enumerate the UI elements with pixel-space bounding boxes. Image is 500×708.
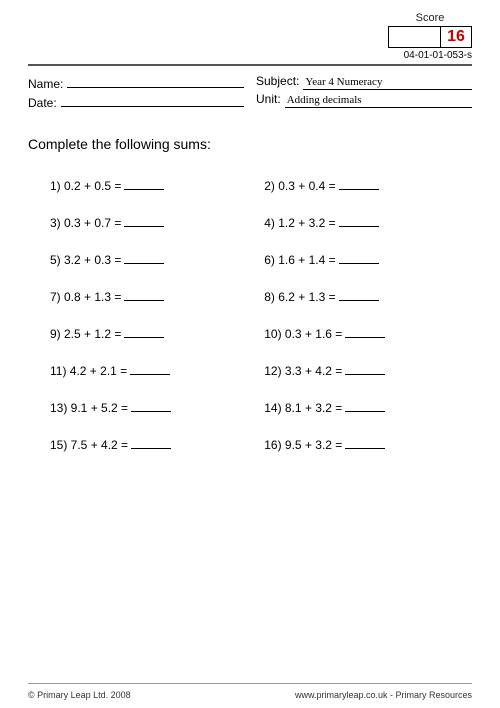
problem-item: 1) 0.2 + 0.5 = — [50, 178, 248, 193]
problem-row: 1) 0.2 + 0.5 = 2) 0.3 + 0.4 = — [50, 178, 462, 193]
subject-label: Subject: — [256, 74, 299, 88]
problem-text: 8) 6.2 + 1.3 = — [264, 290, 335, 304]
name-label: Name: — [28, 77, 63, 91]
subject-field: Subject: Year 4 Numeracy — [256, 74, 472, 90]
problem-text: 16) 9.5 + 3.2 = — [264, 438, 342, 452]
footer: © Primary Leap Ltd. 2008 www.primaryleap… — [28, 690, 472, 700]
problem-text: 14) 8.1 + 3.2 = — [264, 401, 342, 415]
problem-text: 9) 2.5 + 1.2 = — [50, 327, 121, 341]
footer-copyright: © Primary Leap Ltd. 2008 — [28, 690, 131, 700]
problem-item: 15) 7.5 + 4.2 = — [50, 437, 248, 452]
unit-value: Adding decimals — [285, 94, 472, 108]
problem-text: 2) 0.3 + 0.4 = — [264, 179, 335, 193]
problem-item: 13) 9.1 + 5.2 = — [50, 400, 248, 415]
score-box-empty — [388, 26, 440, 48]
score-boxes: 16 — [388, 26, 472, 48]
problem-text: 1) 0.2 + 0.5 = — [50, 179, 121, 193]
problem-item: 2) 0.3 + 0.4 = — [264, 178, 462, 193]
answer-line[interactable] — [339, 178, 379, 190]
answer-line[interactable] — [130, 363, 170, 375]
problem-item: 7) 0.8 + 1.3 = — [50, 289, 248, 304]
problem-row: 11) 4.2 + 2.1 = 12) 3.3 + 4.2 = — [50, 363, 462, 378]
problem-row: 15) 7.5 + 4.2 = 16) 9.5 + 3.2 = — [50, 437, 462, 452]
problems-grid: 1) 0.2 + 0.5 = 2) 0.3 + 0.4 = 3) 0.3 + 0… — [28, 178, 472, 452]
problem-text: 7) 0.8 + 1.3 = — [50, 290, 121, 304]
answer-line[interactable] — [124, 178, 164, 190]
problem-item: 5) 3.2 + 0.3 = — [50, 252, 248, 267]
name-input-line[interactable] — [67, 74, 244, 88]
score-label: Score — [388, 12, 472, 24]
problem-row: 7) 0.8 + 1.3 = 8) 6.2 + 1.3 = — [50, 289, 462, 304]
problem-item: 3) 0.3 + 0.7 = — [50, 215, 248, 230]
problem-item: 16) 9.5 + 3.2 = — [264, 437, 462, 452]
problem-text: 5) 3.2 + 0.3 = — [50, 253, 121, 267]
problem-text: 13) 9.1 + 5.2 = — [50, 401, 128, 415]
problem-item: 8) 6.2 + 1.3 = — [264, 289, 462, 304]
problem-item: 10) 0.3 + 1.6 = — [264, 326, 462, 341]
date-label: Date: — [28, 96, 57, 110]
answer-line[interactable] — [339, 252, 379, 264]
problem-item: 6) 1.6 + 1.4 = — [264, 252, 462, 267]
answer-line[interactable] — [345, 437, 385, 449]
problem-item: 12) 3.3 + 4.2 = — [264, 363, 462, 378]
answer-line[interactable] — [124, 215, 164, 227]
answer-line[interactable] — [339, 215, 379, 227]
problem-row: 13) 9.1 + 5.2 = 14) 8.1 + 3.2 = — [50, 400, 462, 415]
problem-row: 9) 2.5 + 1.2 = 10) 0.3 + 1.6 = — [50, 326, 462, 341]
header-fields: Name: Date: Subject: Year 4 Numeracy Uni… — [28, 74, 472, 112]
problem-item: 4) 1.2 + 3.2 = — [264, 215, 462, 230]
name-field: Name: — [28, 74, 244, 91]
answer-line[interactable] — [124, 289, 164, 301]
answer-line[interactable] — [131, 437, 171, 449]
problem-row: 3) 0.3 + 0.7 = 4) 1.2 + 3.2 = — [50, 215, 462, 230]
score-area: Score 16 04-01-01-053-s — [388, 12, 472, 61]
problem-item: 11) 4.2 + 2.1 = — [50, 363, 248, 378]
unit-field: Unit: Adding decimals — [256, 92, 472, 108]
answer-line[interactable] — [345, 363, 385, 375]
document-id: 04-01-01-053-s — [388, 50, 472, 61]
instruction-text: Complete the following sums: — [28, 136, 472, 152]
problem-row: 5) 3.2 + 0.3 = 6) 1.6 + 1.4 = — [50, 252, 462, 267]
problem-text: 6) 1.6 + 1.4 = — [264, 253, 335, 267]
answer-line[interactable] — [339, 289, 379, 301]
problem-text: 11) 4.2 + 2.1 = — [50, 364, 127, 378]
problem-text: 15) 7.5 + 4.2 = — [50, 438, 128, 452]
date-field: Date: — [28, 93, 244, 110]
answer-line[interactable] — [345, 326, 385, 338]
footer-link: www.primaryleap.co.uk - Primary Resource… — [295, 690, 472, 700]
problem-text: 4) 1.2 + 3.2 = — [264, 216, 335, 230]
problem-text: 3) 0.3 + 0.7 = — [50, 216, 121, 230]
date-input-line[interactable] — [61, 93, 244, 107]
answer-line[interactable] — [124, 326, 164, 338]
bottom-divider — [28, 683, 472, 684]
problem-item: 14) 8.1 + 3.2 = — [264, 400, 462, 415]
unit-label: Unit: — [256, 92, 281, 106]
problem-text: 10) 0.3 + 1.6 = — [264, 327, 342, 341]
subject-value: Year 4 Numeracy — [303, 76, 472, 90]
score-box-value: 16 — [440, 26, 472, 48]
answer-line[interactable] — [345, 400, 385, 412]
problem-text: 12) 3.3 + 4.2 = — [264, 364, 342, 378]
answer-line[interactable] — [131, 400, 171, 412]
problem-item: 9) 2.5 + 1.2 = — [50, 326, 248, 341]
top-divider — [28, 64, 472, 66]
answer-line[interactable] — [124, 252, 164, 264]
